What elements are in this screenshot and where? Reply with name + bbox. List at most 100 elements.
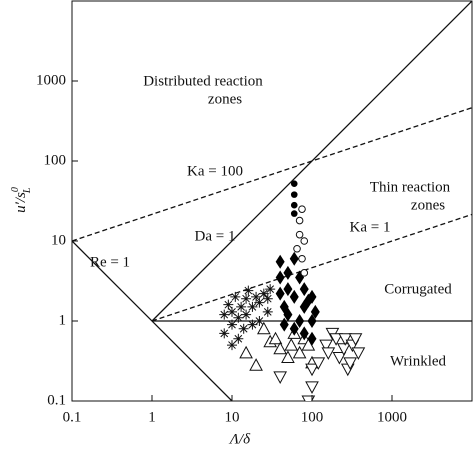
y-label-main: u′/s (13, 192, 29, 213)
x-tick-label: 0.1 (63, 409, 82, 425)
asterisk-point (258, 288, 269, 299)
asterisk-point (243, 285, 254, 296)
asterisk-point (254, 316, 265, 326)
region-label: Distributed reaction (143, 73, 263, 89)
diamond-point (299, 282, 309, 297)
y-label-sub: L (22, 187, 33, 194)
triangle-down-point (332, 351, 347, 365)
filled-circle-point (290, 210, 298, 217)
triangle-down-point (321, 347, 336, 360)
asterisk-point (223, 299, 234, 310)
x-tick-label: 100 (301, 409, 324, 425)
open-circle-point (293, 244, 301, 253)
asterisk-point (262, 293, 273, 304)
asterisk-point (233, 333, 244, 344)
y-tick-label: 0.1 (47, 392, 66, 408)
region-label: Ka = 100 (187, 163, 243, 179)
y-tick-label: 1 (59, 312, 67, 328)
y-tick-label: 100 (44, 152, 67, 168)
triangle-down-point (329, 333, 343, 346)
asterisk-point (238, 323, 249, 334)
diamond-point (275, 254, 285, 269)
triangle-up-point (239, 345, 253, 359)
regime-line (151, 213, 472, 322)
y-axis-label: u′/s0L (10, 187, 33, 213)
diamond-point (289, 321, 299, 336)
open-circle-point (300, 237, 309, 245)
asterisk-point (241, 293, 252, 304)
diamond-point (307, 331, 317, 346)
diamond-point (283, 265, 293, 280)
diamond-point (299, 326, 309, 341)
diamond-point (289, 251, 299, 266)
triangle-down-point (338, 333, 353, 346)
asterisk-point (227, 340, 237, 351)
triangle-up-point (256, 321, 271, 335)
region-label: Wrinkled (390, 353, 447, 369)
filled-circle-point (290, 180, 298, 188)
filled-circle-point (290, 191, 298, 198)
diamond-point (307, 314, 317, 328)
diamond-point (283, 282, 293, 297)
triangle-up-point (281, 350, 295, 363)
triangle-down-point (336, 343, 351, 356)
asterisk-point (219, 309, 230, 320)
y-tick-label: 1000 (36, 72, 66, 88)
region-label: Re = 1 (90, 254, 130, 270)
triangle-down-point (343, 357, 358, 370)
asterisk-point (251, 291, 262, 302)
asterisk-point (219, 328, 230, 339)
triangle-down-point (319, 339, 333, 353)
open-circle-point (298, 205, 306, 213)
triangle-down-point (348, 333, 363, 346)
region-label: Corrugated (384, 281, 452, 297)
asterisk-point (247, 319, 258, 330)
open-circle-point (300, 269, 309, 277)
x-tick-label: 10 (225, 409, 240, 425)
x-tick-label: 1000 (377, 409, 407, 425)
asterisk-point (247, 301, 258, 312)
triangle-down-point (351, 347, 366, 360)
asterisk-point (236, 301, 247, 312)
x-tick-label: 1 (148, 409, 156, 425)
filled-circle-point (290, 201, 298, 209)
triangle-down-point (301, 395, 316, 401)
diamond-point (279, 317, 289, 332)
regime-line (72, 107, 472, 242)
region-label: zones (208, 91, 242, 107)
asterisk-point (227, 319, 237, 330)
triangle-up-point (268, 331, 283, 345)
asterisk-point (265, 284, 276, 295)
y-tick-label: 10 (51, 232, 66, 248)
asterisk-point (241, 309, 252, 320)
diamond-point (295, 314, 305, 328)
triangle-up-point (273, 341, 288, 355)
diamond-point (289, 289, 299, 304)
asterisk-point (262, 306, 273, 317)
triangle-down-point (305, 363, 319, 377)
asterisk-point (254, 297, 265, 308)
y-label-sup: 0 (10, 187, 21, 192)
plot-frame (71, 0, 473, 402)
asterisk-point (230, 291, 241, 302)
region-label: Thin reaction (370, 179, 451, 195)
diamond-point (307, 289, 317, 304)
plot-area (72, 1, 472, 401)
asterisk-point (227, 306, 237, 317)
triangle-up-point (292, 345, 307, 359)
asterisk-point (233, 312, 244, 323)
region-label: Da = 1 (195, 228, 236, 244)
diamond-point (275, 270, 285, 285)
open-circle-point (298, 254, 306, 263)
x-axis-label: Λ/δ (228, 431, 251, 447)
region-label: zones (411, 197, 445, 213)
region-label: Ka = 1 (350, 219, 391, 235)
triangle-down-point (273, 371, 288, 384)
open-circle-point (295, 230, 304, 239)
open-circle-point (295, 216, 304, 225)
diamond-point (275, 286, 285, 301)
triangle-down-point (305, 381, 319, 394)
triangle-up-point (284, 338, 299, 351)
triangle-up-point (249, 358, 263, 371)
